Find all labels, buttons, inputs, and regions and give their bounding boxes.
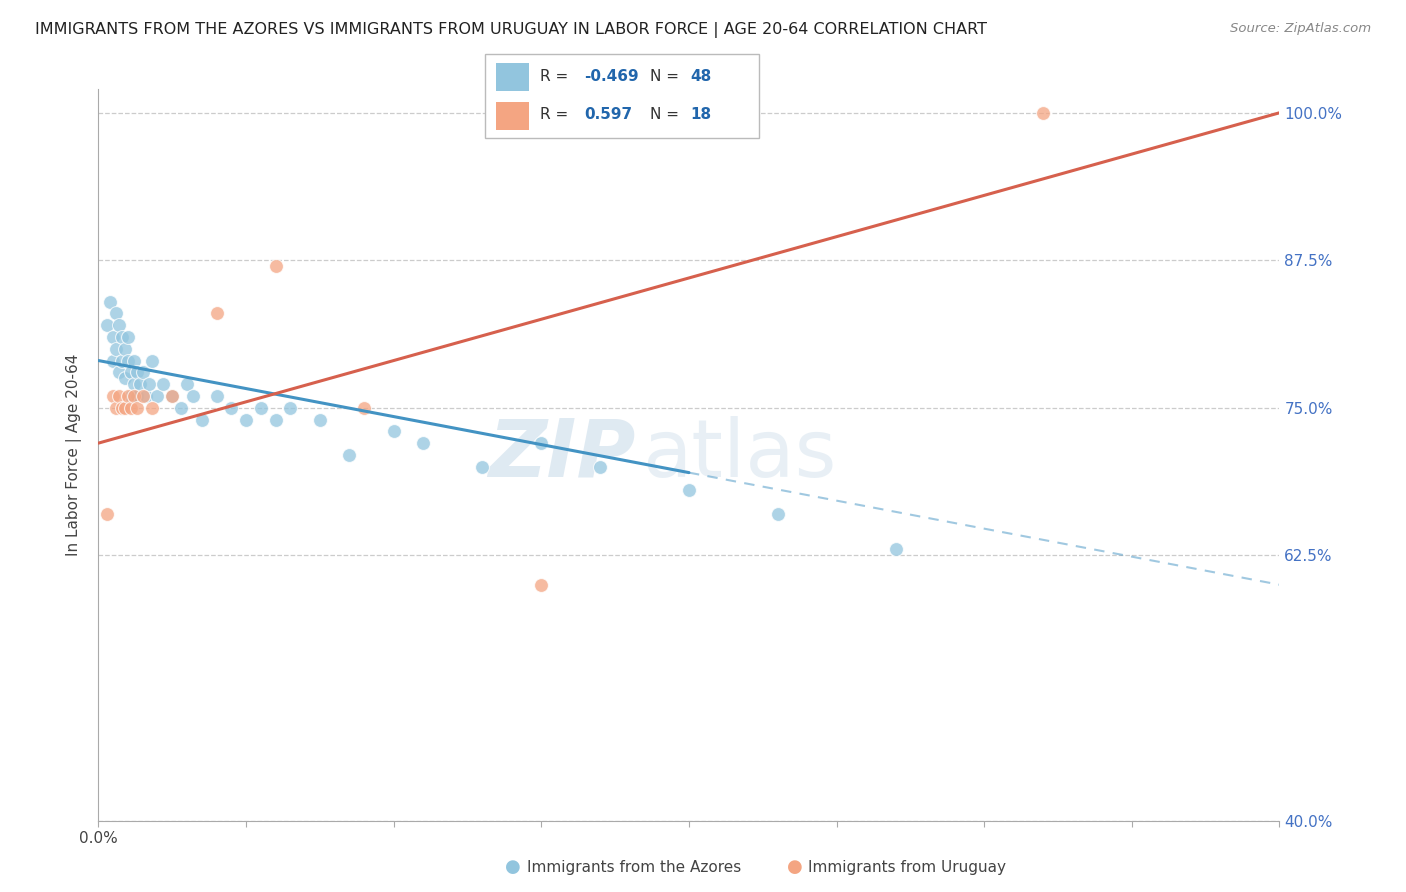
Text: R =: R =: [540, 107, 578, 122]
Point: [176, 377, 198, 392]
Point: [264, 259, 287, 273]
Point: [884, 542, 907, 557]
Point: [353, 401, 375, 415]
Point: [117, 389, 139, 403]
Point: [471, 459, 494, 474]
Point: [117, 330, 139, 344]
Text: ZIP: ZIP: [488, 416, 636, 494]
Point: [114, 371, 136, 385]
Point: [122, 353, 145, 368]
Point: [120, 389, 142, 403]
Text: ●: ●: [786, 858, 803, 876]
Bar: [496, 102, 529, 130]
Text: N =: N =: [650, 107, 683, 122]
Point: [141, 401, 163, 415]
Point: [162, 389, 183, 403]
Point: [309, 412, 332, 426]
Point: [108, 365, 131, 379]
FancyBboxPatch shape: [485, 54, 759, 138]
Point: [221, 401, 243, 415]
Text: ●: ●: [505, 858, 522, 876]
Point: [111, 401, 134, 415]
Y-axis label: In Labor Force | Age 20-64: In Labor Force | Age 20-64: [66, 354, 83, 556]
Point: [125, 401, 148, 415]
Text: atlas: atlas: [641, 416, 837, 494]
Text: Source: ZipAtlas.com: Source: ZipAtlas.com: [1230, 22, 1371, 36]
Point: [170, 401, 193, 415]
Point: [530, 577, 553, 591]
Text: 0.597: 0.597: [583, 107, 631, 122]
Text: Immigrants from Uruguay: Immigrants from Uruguay: [808, 860, 1007, 874]
Point: [108, 318, 131, 333]
Text: R =: R =: [540, 70, 574, 85]
Point: [1032, 105, 1054, 120]
Point: [105, 401, 128, 415]
Point: [412, 436, 434, 450]
Point: [120, 365, 142, 379]
Point: [128, 377, 150, 392]
Bar: [496, 62, 529, 91]
Point: [122, 377, 145, 392]
Point: [111, 353, 134, 368]
Point: [120, 401, 142, 415]
Point: [96, 318, 118, 333]
Point: [250, 401, 273, 415]
Point: [114, 401, 136, 415]
Point: [205, 389, 228, 403]
Point: [103, 389, 125, 403]
Point: [181, 389, 204, 403]
Point: [589, 459, 612, 474]
Point: [530, 436, 553, 450]
Point: [114, 342, 136, 356]
Text: Immigrants from the Azores: Immigrants from the Azores: [527, 860, 741, 874]
Point: [103, 353, 125, 368]
Point: [205, 306, 228, 320]
Text: N =: N =: [650, 70, 683, 85]
Point: [132, 389, 155, 403]
Text: -0.469: -0.469: [583, 70, 638, 85]
Point: [678, 483, 700, 498]
Point: [105, 342, 128, 356]
Point: [382, 425, 405, 439]
Point: [96, 507, 118, 521]
Point: [103, 330, 125, 344]
Point: [264, 412, 287, 426]
Point: [135, 389, 157, 403]
Point: [191, 412, 214, 426]
Point: [132, 365, 155, 379]
Point: [98, 294, 121, 309]
Point: [138, 377, 160, 392]
Point: [105, 306, 128, 320]
Point: [146, 389, 169, 403]
Point: [152, 377, 174, 392]
Point: [108, 389, 131, 403]
Point: [235, 412, 257, 426]
Point: [141, 353, 163, 368]
Point: [117, 353, 139, 368]
Text: IMMIGRANTS FROM THE AZORES VS IMMIGRANTS FROM URUGUAY IN LABOR FORCE | AGE 20-64: IMMIGRANTS FROM THE AZORES VS IMMIGRANTS…: [35, 22, 987, 38]
Point: [111, 330, 134, 344]
Point: [280, 401, 302, 415]
Point: [125, 389, 148, 403]
Text: 48: 48: [690, 70, 711, 85]
Point: [339, 448, 361, 462]
Text: 18: 18: [690, 107, 711, 122]
Point: [125, 365, 148, 379]
Point: [162, 389, 183, 403]
Point: [766, 507, 789, 521]
Point: [122, 389, 145, 403]
